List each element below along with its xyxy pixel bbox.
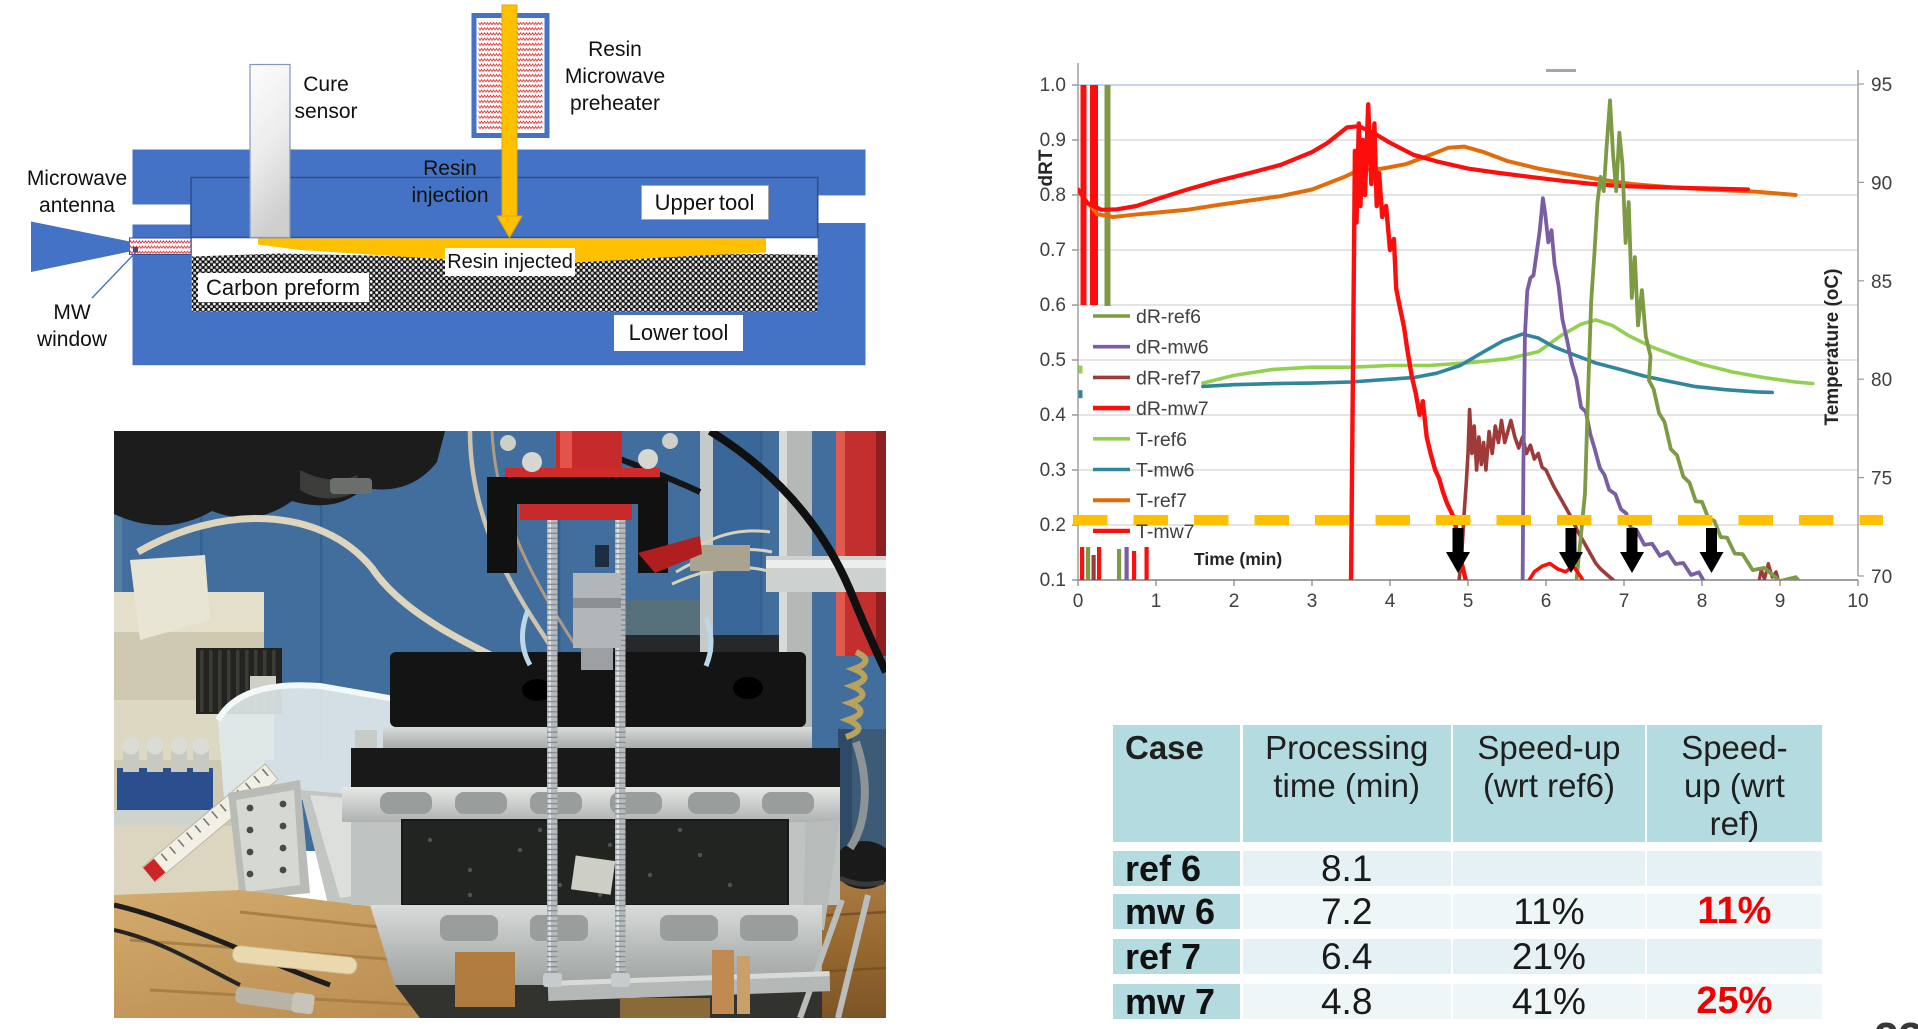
svg-text:T-mw7: T-mw7: [1136, 521, 1195, 543]
svg-text:80: 80: [1871, 370, 1892, 391]
svg-text:0: 0: [1073, 591, 1084, 612]
svg-text:dR-mw6: dR-mw6: [1136, 337, 1209, 359]
svg-text:0.1: 0.1: [1040, 570, 1066, 591]
svg-text:T-mw6: T-mw6: [1136, 460, 1195, 482]
svg-text:95: 95: [1871, 75, 1892, 96]
svg-text:0.8: 0.8: [1040, 185, 1066, 206]
svg-text:3: 3: [1307, 591, 1318, 612]
svg-text:7: 7: [1619, 591, 1630, 612]
svg-text:0.7: 0.7: [1040, 240, 1066, 261]
svg-text:dRT: dRT: [1036, 149, 1057, 186]
svg-text:0.3: 0.3: [1040, 460, 1066, 481]
svg-text:Temperature (oC): Temperature (oC): [1822, 269, 1843, 426]
svg-text:T-ref7: T-ref7: [1136, 490, 1187, 512]
svg-text:85: 85: [1871, 272, 1892, 293]
svg-text:dR-ref6: dR-ref6: [1136, 306, 1201, 328]
svg-text:90: 90: [1871, 173, 1892, 194]
svg-text:0.9: 0.9: [1040, 130, 1066, 151]
svg-text:6: 6: [1541, 591, 1552, 612]
svg-text:4: 4: [1385, 591, 1396, 612]
svg-text:1: 1: [1151, 591, 1162, 612]
svg-text:1.0: 1.0: [1040, 75, 1066, 96]
svg-text:8: 8: [1697, 591, 1708, 612]
svg-text:dR-mw7: dR-mw7: [1136, 398, 1209, 420]
svg-text:75: 75: [1871, 469, 1892, 490]
svg-text:70: 70: [1871, 567, 1892, 588]
svg-text:Time (min): Time (min): [1194, 549, 1282, 569]
svg-text:2: 2: [1229, 591, 1240, 612]
svg-text:9: 9: [1775, 591, 1786, 612]
svg-text:T-ref6: T-ref6: [1136, 429, 1187, 451]
svg-text:5: 5: [1463, 591, 1474, 612]
svg-text:0.5: 0.5: [1040, 350, 1066, 371]
svg-text:0.2: 0.2: [1040, 515, 1066, 536]
svg-text:0.6: 0.6: [1040, 295, 1066, 316]
svg-text:10: 10: [1847, 591, 1868, 612]
svg-text:dR-ref7: dR-ref7: [1136, 367, 1201, 389]
svg-text:0.4: 0.4: [1040, 405, 1067, 426]
